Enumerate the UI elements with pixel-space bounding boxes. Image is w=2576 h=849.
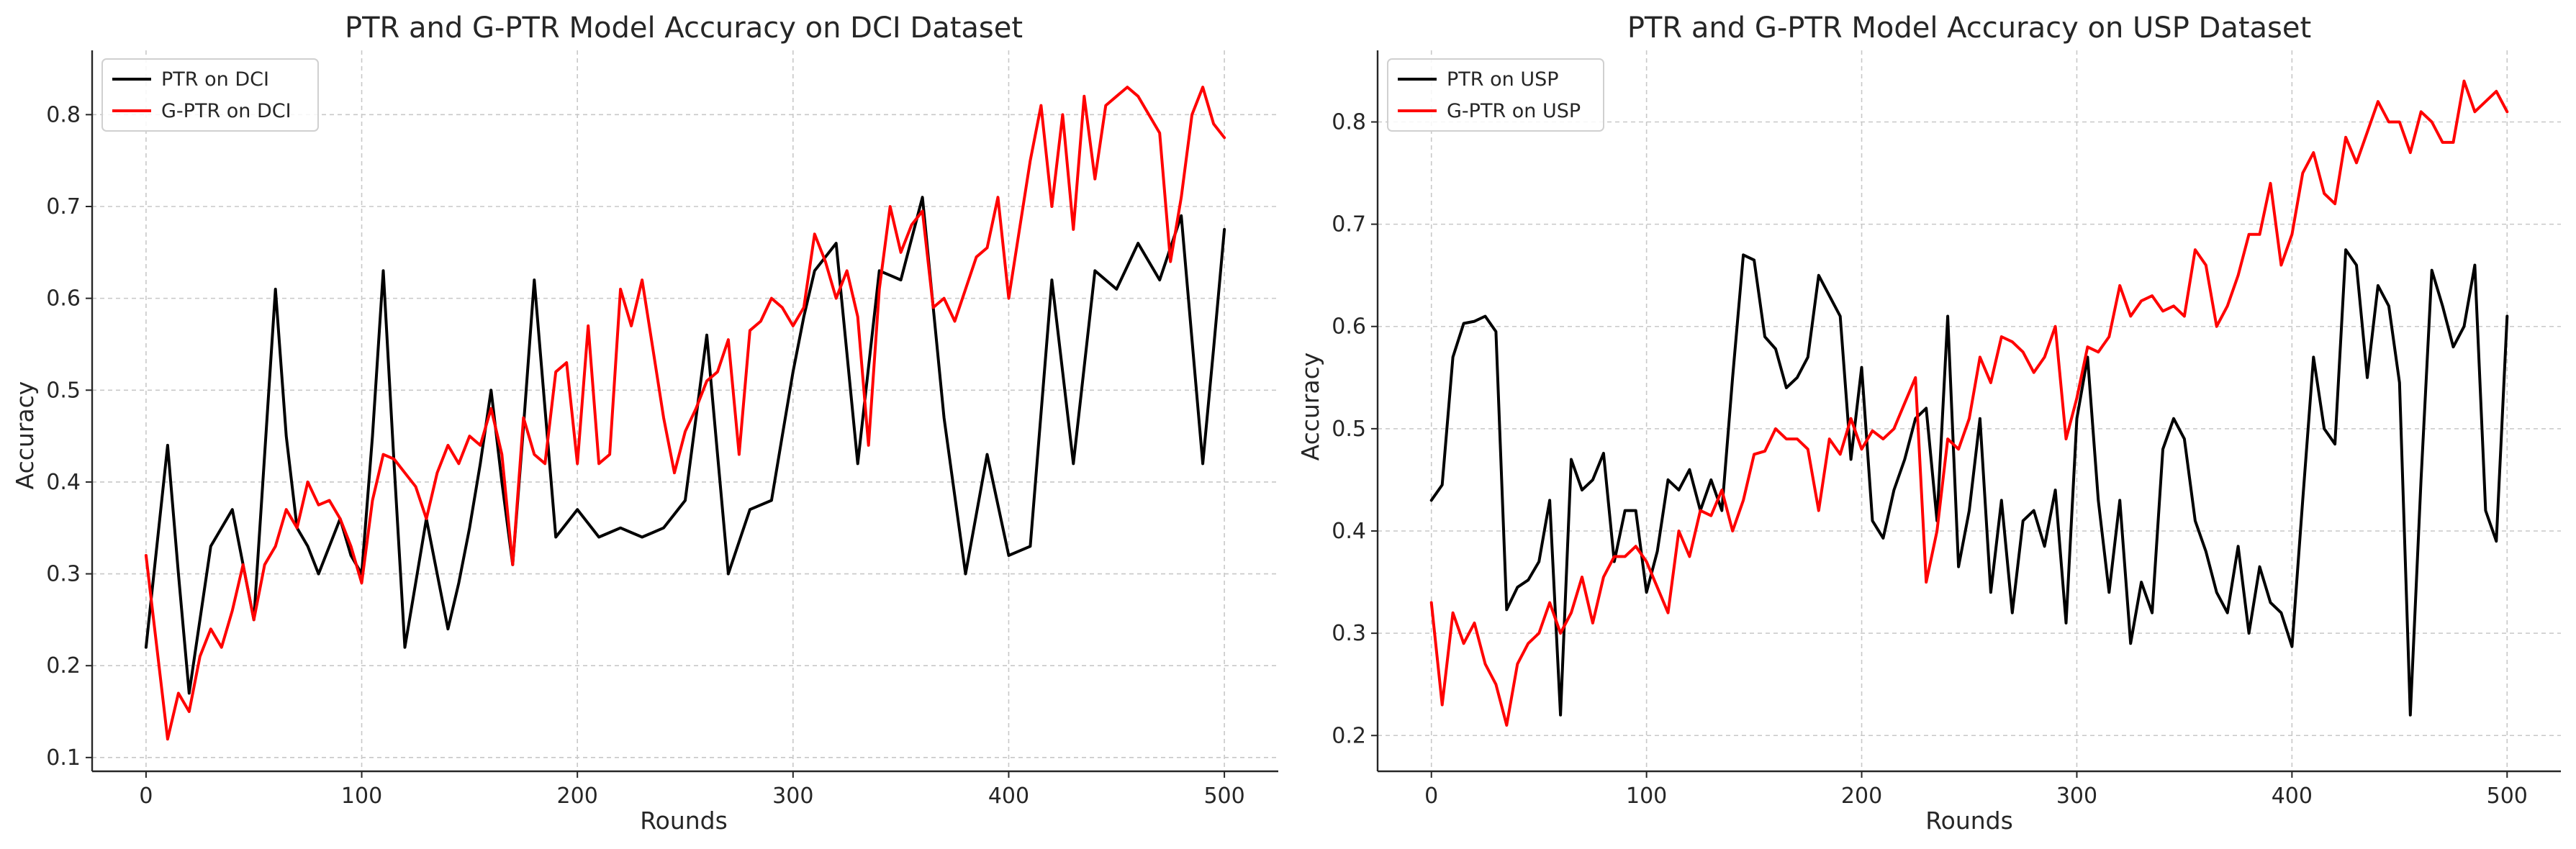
x-tick-label: 400 — [988, 784, 1029, 809]
y-tick-label: 0.6 — [1332, 314, 1366, 340]
x-tick-label: 300 — [2056, 784, 2097, 809]
y-tick-label: 0.4 — [1332, 519, 1366, 544]
grid — [92, 50, 1278, 771]
legend: PTR on USP G-PTR on USP — [1387, 58, 1604, 132]
legend-box — [101, 58, 319, 132]
usp-accuracy-chart: PTR and G-PTR Model Accuracy on USP Data… — [1296, 12, 2561, 835]
y-tick-label: 0.7 — [1332, 212, 1366, 237]
x-tick-label: 300 — [772, 784, 813, 809]
grid — [1378, 50, 2561, 771]
y-axis-label: Accuracy — [11, 381, 39, 490]
y-tick-label: 0.6 — [46, 286, 81, 312]
legend-box — [1387, 58, 1604, 132]
y-tick-label: 0.3 — [1332, 621, 1366, 646]
legend: PTR on DCI G-PTR on DCI — [101, 58, 319, 132]
legend-label: G-PTR on DCI — [161, 100, 292, 122]
y-tick-label: 0.8 — [1332, 109, 1366, 135]
x-tick-label: 200 — [557, 784, 598, 809]
legend-label: G-PTR on USP — [1447, 100, 1581, 122]
x-tick-label: 500 — [1203, 784, 1244, 809]
chart-title: PTR and G-PTR Model Accuracy on USP Data… — [1627, 12, 2311, 45]
x-tick-label: 0 — [139, 784, 153, 809]
legend-label: PTR on USP — [1447, 68, 1559, 91]
dci-accuracy-chart: PTR and G-PTR Model Accuracy on DCI Data… — [11, 12, 1278, 835]
y-tick-label: 0.8 — [46, 102, 81, 127]
x-tick-label: 0 — [1424, 784, 1438, 809]
y-axis-label: Accuracy — [1296, 353, 1324, 461]
x-tick-label: 500 — [2487, 784, 2528, 809]
series-line-ptr-on-usp — [1429, 248, 2509, 717]
y-tick-label: 0.7 — [46, 194, 81, 219]
y-tick-label: 0.4 — [46, 470, 81, 495]
x-axis-label: Rounds — [1925, 807, 2013, 835]
legend-label: PTR on DCI — [161, 68, 269, 91]
x-tick-label: 100 — [1626, 784, 1667, 809]
x-tick-label: 400 — [2272, 784, 2313, 809]
y-tick-label: 0.1 — [46, 745, 81, 771]
y-tick-label: 0.5 — [46, 378, 81, 403]
series-line-g-ptr-on-dci — [144, 86, 1226, 741]
y-tick-label: 0.2 — [46, 653, 81, 678]
chart-title: PTR and G-PTR Model Accuracy on DCI Data… — [345, 12, 1023, 45]
y-tick-label: 0.3 — [46, 562, 81, 587]
x-axis-label: Rounds — [640, 807, 728, 835]
series-line-g-ptr-on-usp — [1429, 79, 2509, 727]
x-tick-label: 200 — [1841, 784, 1882, 809]
series-line-ptr-on-dci — [144, 196, 1226, 695]
y-tick-label: 0.5 — [1332, 417, 1366, 442]
x-tick-label: 100 — [341, 784, 382, 809]
y-tick-label: 0.2 — [1332, 723, 1366, 748]
